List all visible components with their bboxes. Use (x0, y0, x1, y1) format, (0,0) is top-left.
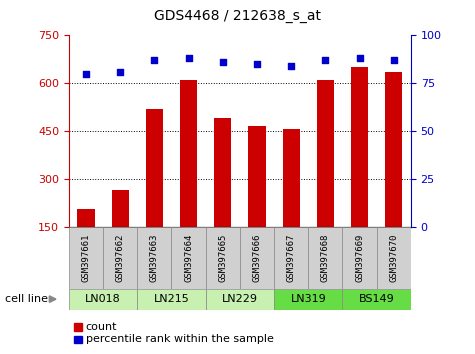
Point (116, 69, 124, 75)
Text: LN319: LN319 (290, 294, 326, 304)
Text: GSM397663: GSM397663 (150, 233, 159, 282)
Bar (69, 289, 137, 310)
Bar (69, 227, 103, 289)
Bar (342, 227, 377, 289)
Bar (103, 227, 137, 289)
Bar (74, 323, 82, 331)
Text: GSM397670: GSM397670 (390, 233, 398, 282)
Bar (206, 289, 274, 310)
Bar (377, 227, 411, 289)
Bar (137, 289, 206, 310)
Text: GSM397667: GSM397667 (287, 233, 295, 282)
Bar (180, 80, 197, 227)
Bar (77, 209, 95, 227)
Text: BS149: BS149 (359, 294, 395, 304)
Text: GSM397661: GSM397661 (82, 233, 90, 282)
Text: LN215: LN215 (153, 294, 190, 304)
Bar (274, 227, 308, 289)
Point (253, 61, 261, 67)
Bar (171, 227, 206, 289)
Text: LN229: LN229 (222, 294, 258, 304)
Text: GSM397665: GSM397665 (218, 233, 227, 282)
Text: GSM397668: GSM397668 (321, 233, 330, 282)
Text: GSM397666: GSM397666 (253, 233, 261, 282)
Bar (283, 130, 300, 227)
Text: count: count (86, 322, 117, 332)
Text: GSM397664: GSM397664 (184, 233, 193, 282)
Point (82, 71, 90, 76)
Bar (274, 289, 342, 310)
Point (390, 57, 398, 63)
Text: LN018: LN018 (85, 294, 121, 304)
Bar (248, 126, 266, 227)
Point (322, 57, 329, 63)
Bar (351, 67, 368, 227)
Bar (308, 227, 342, 289)
Point (287, 63, 295, 69)
Text: GSM397662: GSM397662 (116, 233, 124, 282)
Bar (385, 72, 402, 227)
Text: percentile rank within the sample: percentile rank within the sample (86, 335, 274, 344)
Text: GSM397669: GSM397669 (355, 233, 364, 282)
Bar (137, 227, 171, 289)
Point (151, 57, 158, 63)
Text: GDS4468 / 212638_s_at: GDS4468 / 212638_s_at (154, 9, 321, 23)
Bar (112, 190, 129, 227)
Bar (74, 336, 82, 343)
Bar (214, 118, 231, 227)
Bar (342, 289, 411, 310)
Point (219, 59, 227, 65)
Bar (146, 109, 163, 227)
Text: cell line: cell line (5, 294, 48, 304)
Bar (317, 80, 334, 227)
Point (356, 56, 363, 61)
Point (185, 56, 192, 61)
Bar (240, 227, 274, 289)
Bar (206, 227, 240, 289)
